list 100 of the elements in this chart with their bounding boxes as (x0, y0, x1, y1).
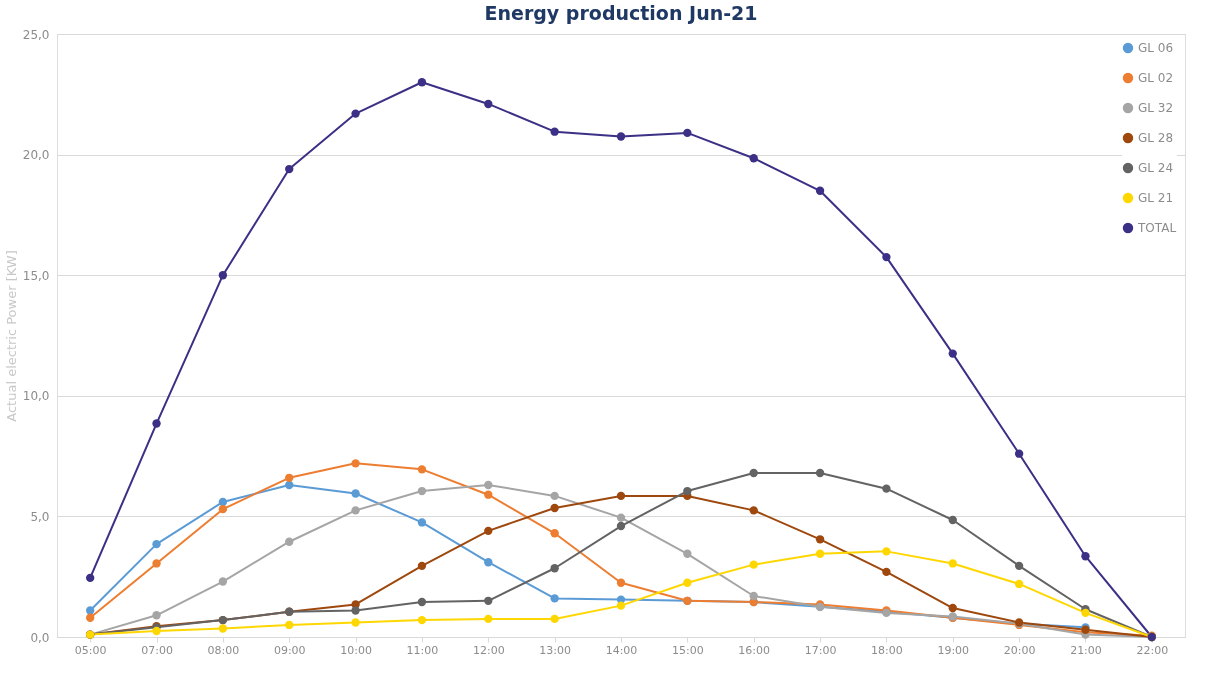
point (882, 547, 891, 556)
point (218, 577, 228, 586)
point (351, 606, 360, 615)
point (417, 465, 427, 474)
x-tick-label: 14:00 (605, 643, 638, 657)
x-tick-label: 15:00 (672, 643, 704, 657)
point (749, 154, 758, 163)
x-tick-label: 11:00 (406, 643, 439, 657)
point (550, 491, 559, 501)
point (285, 164, 294, 174)
point (152, 611, 161, 620)
point (484, 596, 493, 605)
point (152, 559, 161, 568)
point (484, 480, 493, 490)
x-tick-label: 20:00 (1003, 643, 1036, 657)
x-tick-label: 09:00 (273, 643, 306, 657)
point (351, 506, 360, 515)
x-tick-label: 16:00 (738, 643, 771, 657)
point (616, 578, 626, 587)
point (948, 515, 957, 525)
point (285, 537, 294, 546)
legend-label: TOTAL (1137, 221, 1177, 235)
point (948, 603, 957, 613)
point (1014, 579, 1024, 589)
x-tick-label: 10:00 (340, 643, 372, 657)
point (152, 419, 161, 428)
x-tick-label: 19:00 (937, 643, 970, 657)
point (683, 486, 692, 496)
point (749, 591, 758, 601)
point (152, 626, 161, 636)
legend-label: GL 32 (1138, 101, 1174, 115)
point (749, 560, 758, 569)
point (417, 597, 427, 607)
point (882, 567, 891, 577)
point (1014, 449, 1024, 458)
point (218, 504, 228, 514)
point (749, 506, 758, 515)
y-tick-label: 20,0 (22, 148, 50, 163)
x-tick-label: 12:00 (472, 643, 505, 657)
x-tick-label: 21:00 (1070, 643, 1102, 657)
point (749, 468, 758, 478)
point (616, 601, 626, 610)
legend-label: GL 24 (1138, 161, 1174, 175)
legend-label: GL 21 (1138, 191, 1174, 205)
point (351, 618, 360, 627)
point (1081, 552, 1090, 561)
x-tick-label: 05:00 (74, 643, 107, 657)
point (285, 473, 294, 482)
point (484, 558, 493, 567)
point (948, 349, 957, 358)
point (85, 573, 95, 583)
point (815, 549, 825, 558)
point (85, 613, 95, 622)
point (351, 109, 360, 118)
point (683, 578, 692, 587)
x-tick-label: 08:00 (207, 643, 240, 657)
point (616, 132, 626, 141)
y-tick-label: 15,0 (22, 268, 50, 283)
point (683, 549, 692, 558)
point (417, 561, 427, 571)
legend-label: GL 06 (1138, 41, 1174, 55)
point (484, 99, 493, 109)
y-tick-label: 0,0 (30, 630, 50, 645)
point (550, 594, 559, 603)
point (85, 606, 95, 615)
point (1014, 561, 1024, 571)
point (815, 186, 825, 195)
point (484, 490, 493, 499)
point (550, 614, 559, 624)
point (882, 252, 891, 262)
y-tick-label: 10,0 (22, 389, 50, 404)
point (484, 614, 493, 624)
chart-title: Energy production Jun-21 (484, 2, 758, 24)
point (417, 518, 427, 527)
point (616, 521, 626, 531)
point (616, 513, 626, 522)
point (152, 539, 161, 549)
point (351, 489, 360, 498)
y-tick-label: 25,0 (22, 27, 50, 42)
legend-label: GL 28 (1138, 131, 1174, 145)
point (285, 620, 294, 630)
x-tick-label: 22:00 (1136, 643, 1169, 657)
point (484, 526, 493, 536)
point (1081, 608, 1090, 618)
y-tick-label: 5,0 (30, 509, 50, 524)
legend-label: GL 02 (1138, 71, 1174, 85)
x-tick-label: 13:00 (539, 643, 571, 657)
point (218, 624, 228, 633)
point (882, 484, 891, 493)
point (550, 127, 559, 136)
point (550, 529, 559, 538)
x-tick-label: 18:00 (871, 643, 903, 657)
point (550, 564, 559, 573)
point (815, 468, 825, 478)
point (616, 491, 626, 501)
point (948, 559, 957, 568)
point (417, 615, 427, 625)
point (683, 128, 692, 138)
point (815, 535, 825, 544)
x-tick-label: 17:00 (804, 643, 837, 657)
